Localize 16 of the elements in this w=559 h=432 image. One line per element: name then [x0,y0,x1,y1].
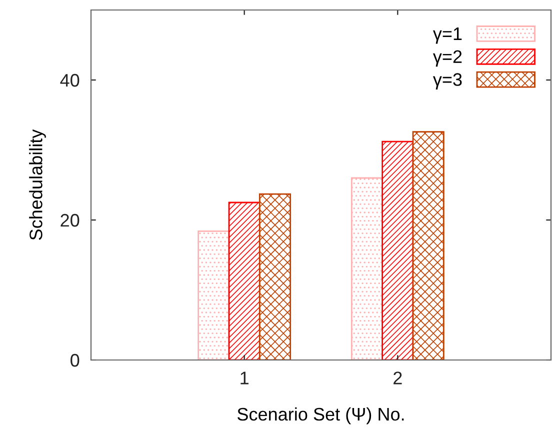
bar [258,193,292,360]
y-axis-title: Schedulability [29,129,46,240]
legend-label: γ=2 [432,50,462,67]
bar [350,177,384,360]
legend-label: γ=3 [432,73,462,90]
x-tick-label: 2 [394,372,402,384]
y-tick-label: 0 [70,354,80,367]
x-axis-title: Scenario Set (Ψ) No. [238,407,404,424]
y-tick-label: 20 [60,214,80,227]
bar [228,202,260,360]
x-tick-label: 1 [240,372,248,384]
bar [198,230,230,360]
bar [412,131,444,360]
legend-label: γ=1 [432,28,462,44]
y-tick-label: 40 [60,74,80,87]
bar [382,140,414,360]
